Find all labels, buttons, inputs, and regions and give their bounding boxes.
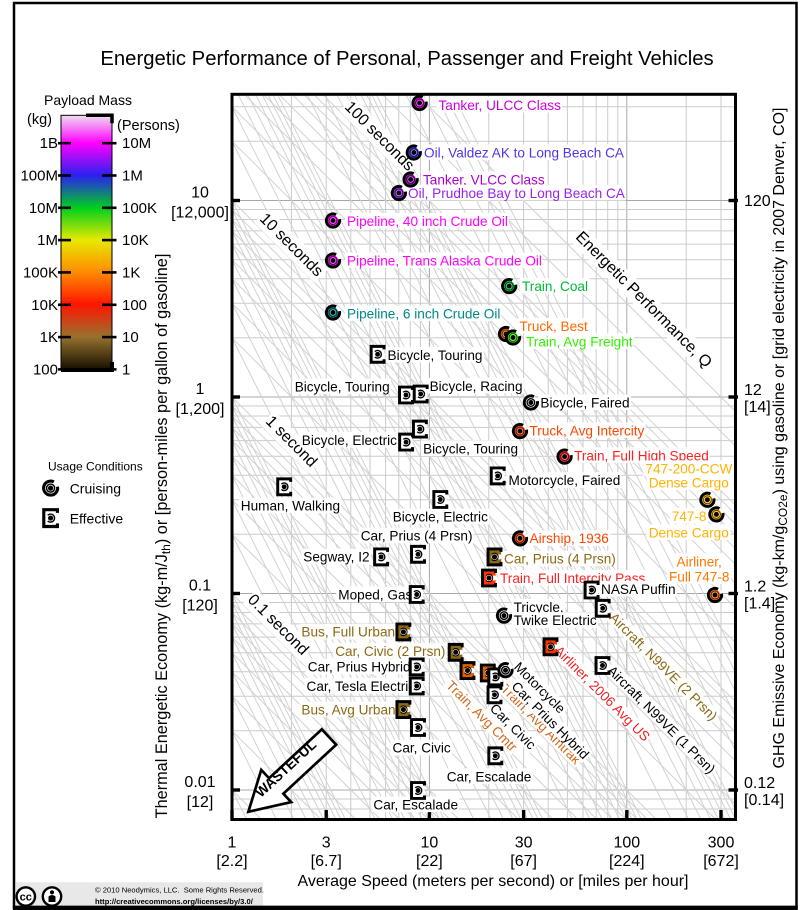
- svg-text:Tanker, VLCC Class: Tanker, VLCC Class: [423, 172, 545, 187]
- svg-text:Car, Prius (4 Prsn): Car, Prius (4 Prsn): [361, 529, 473, 544]
- svg-text:Bicycle, Faired: Bicycle, Faired: [540, 395, 629, 410]
- svg-text:100M: 100M: [20, 168, 58, 185]
- svg-text:Car, Escalade: Car, Escalade: [447, 769, 532, 784]
- svg-text:Usage Conditions: Usage Conditions: [48, 460, 143, 474]
- svg-text:http://creativecommons.org/lic: http://creativecommons.org/licenses/by/3…: [95, 897, 254, 906]
- svg-text:1M: 1M: [37, 232, 58, 249]
- svg-text:Bicycle, Racing: Bicycle, Racing: [430, 379, 523, 394]
- svg-text:Cruising: Cruising: [70, 481, 121, 497]
- svg-text:1K: 1K: [40, 329, 58, 346]
- svg-text:Airliner,: Airliner,: [677, 554, 722, 569]
- svg-text:747-200-CCW: 747-200-CCW: [645, 461, 732, 476]
- svg-text:Segway, I2: Segway, I2: [303, 550, 369, 565]
- svg-text:1K: 1K: [122, 264, 140, 281]
- svg-text:[12]: [12]: [187, 794, 214, 811]
- svg-text:[14]: [14]: [744, 399, 771, 416]
- svg-text:Tanker, ULCC Class: Tanker, ULCC Class: [439, 98, 562, 113]
- svg-text:[120]: [120]: [182, 598, 218, 615]
- svg-text:GHG Emissive Economy (kg-km/gC: GHG Emissive Economy (kg-km/gCO2e) using…: [771, 108, 790, 769]
- svg-text:Train, Full High Speed: Train, Full High Speed: [574, 448, 709, 463]
- svg-text:100: 100: [122, 297, 147, 314]
- svg-text:Thermal Energetic Economy (kg-: Thermal Energetic Economy (kg-m/Jth) or …: [153, 254, 173, 819]
- svg-text:Train, Avg Freight: Train, Avg Freight: [526, 334, 633, 349]
- svg-text:Motorcycle, Faired: Motorcycle, Faired: [509, 473, 621, 488]
- svg-text:10: 10: [421, 835, 439, 852]
- svg-text:Twike Electric: Twike Electric: [514, 613, 597, 628]
- svg-text:10: 10: [191, 184, 209, 201]
- svg-text:[12,000]: [12,000]: [171, 205, 229, 222]
- svg-text:1: 1: [228, 835, 237, 852]
- svg-text:0.12: 0.12: [744, 775, 775, 792]
- svg-text:Bicycle, Touring: Bicycle, Touring: [388, 348, 483, 363]
- svg-text:0.1: 0.1: [189, 577, 211, 594]
- svg-text:Truck, Avg Intercity: Truck, Avg Intercity: [530, 423, 645, 438]
- svg-text:Energetic Performance of Perso: Energetic Performance of Personal, Passe…: [100, 48, 713, 70]
- svg-text:10K: 10K: [31, 297, 58, 314]
- svg-text:10: 10: [122, 329, 139, 346]
- svg-text:100: 100: [33, 361, 58, 378]
- svg-text:[6.7]: [6.7]: [311, 853, 342, 870]
- svg-text:© 2010 Neodymics, LLC. Some R: © 2010 Neodymics, LLC. Some Rights Reser…: [95, 886, 264, 895]
- svg-text:120: 120: [744, 193, 771, 210]
- svg-text:Moped, Gas: Moped, Gas: [338, 587, 412, 602]
- svg-text:Truck, Best: Truck, Best: [520, 319, 588, 334]
- svg-text:1: 1: [122, 361, 130, 378]
- svg-text:(kg): (kg): [27, 112, 52, 128]
- svg-text:[67]: [67]: [510, 853, 537, 870]
- svg-text:Oil, Prudhoe Bay to Long Beach: Oil, Prudhoe Bay to Long Beach CA: [408, 186, 626, 201]
- svg-text:Full 747-8: Full 747-8: [669, 569, 729, 584]
- svg-text:Bicycle, Electric: Bicycle, Electric: [302, 433, 397, 448]
- svg-text:Tricycle,: Tricycle,: [514, 600, 564, 615]
- svg-text:Effective: Effective: [70, 511, 124, 527]
- svg-text:3: 3: [322, 835, 331, 852]
- svg-text:cc: cc: [20, 892, 32, 904]
- svg-text:Car, Civic: Car, Civic: [393, 741, 451, 756]
- svg-text:Car, Escalade: Car, Escalade: [373, 797, 458, 812]
- svg-text:Pipeline, 40 inch Crude Oil: Pipeline, 40 inch Crude Oil: [347, 214, 508, 229]
- svg-text:Dense Cargo: Dense Cargo: [649, 475, 729, 490]
- svg-text:[1.4]: [1.4]: [744, 596, 775, 613]
- svg-text:[0.14]: [0.14]: [744, 792, 784, 809]
- svg-text:1B: 1B: [40, 135, 58, 152]
- svg-text:Oil, Valdez AK to Long Beach C: Oil, Valdez AK to Long Beach CA: [424, 145, 625, 160]
- svg-text:Car, Prius Hybrid: Car, Prius Hybrid: [308, 660, 411, 675]
- svg-text:0.01: 0.01: [184, 774, 215, 791]
- svg-text:100K: 100K: [122, 200, 157, 217]
- svg-text:10M: 10M: [122, 135, 151, 152]
- svg-text:Car, Tesla Electric: Car, Tesla Electric: [307, 679, 416, 694]
- svg-text:Dense Cargo: Dense Cargo: [649, 525, 729, 540]
- svg-text:1: 1: [196, 381, 205, 398]
- svg-text:300: 300: [708, 835, 735, 852]
- svg-text:12: 12: [744, 382, 762, 399]
- svg-text:[22]: [22]: [416, 853, 443, 870]
- svg-text:Human, Walking: Human, Walking: [241, 499, 340, 514]
- svg-text:Train, Coal: Train, Coal: [522, 279, 588, 294]
- svg-text:Bicycle, Touring: Bicycle, Touring: [423, 441, 518, 456]
- svg-text:Bus, Avg Urban: Bus, Avg Urban: [301, 702, 395, 717]
- svg-text:Bicycle, Touring: Bicycle, Touring: [295, 379, 390, 394]
- svg-text:Car, Civic (2 Prsn): Car, Civic (2 Prsn): [335, 644, 445, 659]
- svg-text:Bicycle, Electric: Bicycle, Electric: [393, 510, 488, 525]
- svg-text:30: 30: [515, 835, 533, 852]
- svg-text:747-8: 747-8: [672, 509, 707, 524]
- svg-text:Airship, 1936: Airship, 1936: [530, 531, 609, 546]
- svg-text:Payload Mass: Payload Mass: [44, 92, 132, 108]
- svg-text:[2.2]: [2.2]: [216, 853, 247, 870]
- svg-text:NASA Puffin: NASA Puffin: [601, 582, 676, 597]
- svg-text:Pipeline, Trans Alaska Crude O: Pipeline, Trans Alaska Crude Oil: [347, 253, 542, 268]
- svg-text:(Persons): (Persons): [117, 118, 180, 134]
- svg-text:[1,200]: [1,200]: [176, 401, 225, 418]
- svg-text:[672]: [672]: [703, 853, 739, 870]
- svg-text:Car, Prius (4 Prsn): Car, Prius (4 Prsn): [504, 552, 616, 567]
- svg-text:[224]: [224]: [609, 853, 645, 870]
- svg-text:10K: 10K: [122, 232, 149, 249]
- svg-text:100K: 100K: [23, 264, 58, 281]
- svg-text:Pipeline, 6 inch Crude Oil: Pipeline, 6 inch Crude Oil: [347, 306, 500, 321]
- svg-text:10M: 10M: [29, 200, 58, 217]
- svg-text:100: 100: [613, 835, 640, 852]
- svg-text:Average Speed (meters per seco: Average Speed (meters per second) or [mi…: [297, 873, 688, 890]
- svg-text:1M: 1M: [122, 168, 143, 185]
- svg-text:1.2: 1.2: [744, 579, 766, 596]
- svg-text:Bus, Full Urban: Bus, Full Urban: [301, 625, 395, 640]
